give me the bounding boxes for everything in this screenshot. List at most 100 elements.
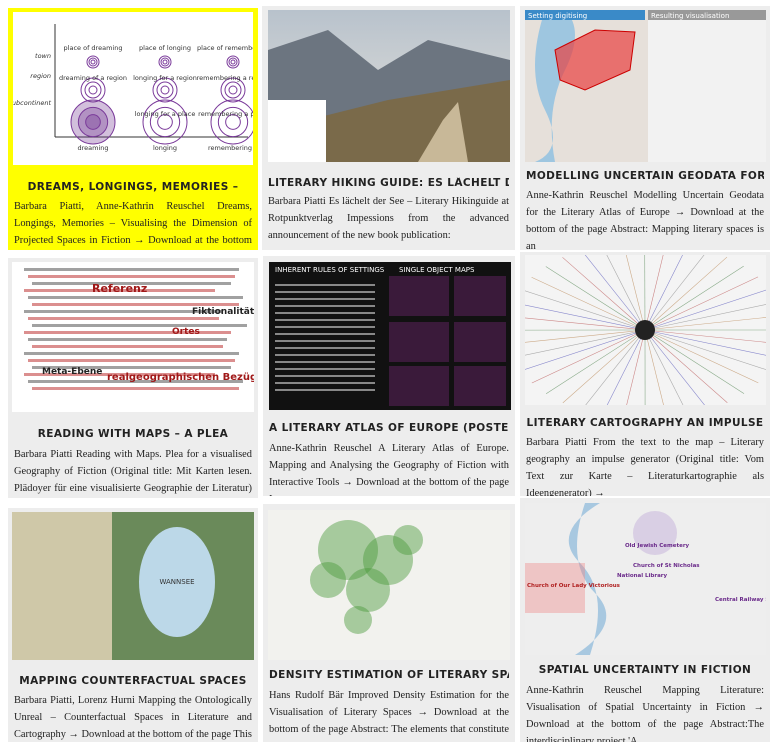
ring — [77, 106, 109, 138]
image-label: place of dreaming — [64, 44, 123, 52]
ray — [525, 329, 646, 356]
ray — [644, 289, 766, 331]
line — [275, 375, 375, 377]
image-label: Ortes — [172, 327, 200, 337]
card-title: DENSITY ESTIMATION OF LITERARY SPACES — [269, 669, 509, 681]
line — [32, 387, 239, 390]
ring — [160, 85, 170, 95]
ray — [644, 256, 728, 331]
image-label: longing for a place — [135, 110, 196, 118]
image — [268, 10, 510, 162]
blob — [363, 535, 413, 585]
ray — [644, 329, 684, 405]
ray — [644, 329, 745, 394]
ray — [545, 266, 646, 331]
line — [24, 289, 215, 292]
ray — [584, 255, 646, 331]
ray — [644, 329, 766, 370]
card[interactable]: INHERENT RULES OF SETTINGS SINGLE OBJECT … — [263, 256, 515, 496]
card-image: Old Jewish Cemetery Church of St Nicholas… — [525, 503, 766, 655]
ray — [644, 304, 766, 331]
card[interactable]: WANNSEE MAPPING COUNTERFACTUAL SPACES Barb… — [8, 508, 258, 742]
image-label: region — [30, 72, 51, 80]
ring — [228, 57, 238, 67]
ray — [644, 255, 705, 331]
card-image: Setting digitising Resulting visualisatio… — [525, 10, 766, 162]
ring — [70, 99, 116, 145]
ray — [525, 317, 646, 331]
line — [275, 333, 375, 335]
line — [275, 389, 375, 391]
card[interactable]: Referenz Fiktionalität Ortes Meta-Ebene real… — [8, 258, 258, 498]
ray — [562, 329, 646, 404]
ray — [606, 255, 646, 331]
image: INHERENT RULES OF SETTINGS SINGLE OBJECT … — [269, 262, 511, 410]
book — [268, 100, 326, 162]
line — [28, 317, 219, 320]
card-title: READING WITH MAPS – A PLEA — [37, 428, 229, 440]
card[interactable]: Old Jewish Cemetery Church of St Nicholas… — [520, 498, 770, 742]
image: Referenz Fiktionalität Ortes Meta-Ebene real… — [12, 262, 254, 412]
ring — [158, 55, 172, 69]
image — [268, 510, 510, 660]
line — [275, 319, 375, 321]
card-title: LITERARY HIKING GUIDE: ES LÄCHELT DER — [268, 177, 509, 189]
blob — [318, 520, 378, 580]
ring — [152, 77, 178, 103]
ray — [545, 329, 646, 394]
line — [275, 305, 375, 307]
card[interactable]: LITERARY CARTOGRAPHY AN IMPULSE Barbara P… — [520, 252, 770, 496]
image — [525, 255, 766, 405]
line — [275, 382, 375, 384]
ring — [84, 81, 102, 99]
ray — [562, 257, 646, 331]
path — [418, 102, 468, 162]
ray — [644, 329, 766, 356]
ray — [644, 329, 759, 384]
ring — [157, 114, 173, 130]
card[interactable]: Setting digitising Resulting visualisatio… — [520, 6, 770, 250]
image-label: Old Jewish Cemetery — [625, 543, 690, 549]
map — [389, 322, 449, 362]
card-image — [268, 10, 510, 162]
ring — [217, 106, 249, 138]
card[interactable]: LITERARY HIKING GUIDE: ES LÄCHELT DER Bar… — [262, 6, 515, 250]
line — [32, 303, 239, 306]
h2 — [648, 10, 766, 20]
card[interactable]: DENSITY ESTIMATION OF LITERARY SPACES Han… — [263, 504, 515, 742]
line — [275, 284, 375, 286]
image-label: realgeographischen Bezügen — [107, 372, 254, 383]
line — [275, 347, 375, 349]
card-text: Anne-Kathrin Reuschel Modelling Uncertai… — [526, 190, 764, 250]
card[interactable]: town region subcontinent place of dreaming p… — [8, 8, 258, 250]
ring — [224, 81, 242, 99]
image-label: remembering — [208, 144, 252, 152]
image-label: subcontinent — [13, 99, 51, 107]
image-label: WANNSEE — [159, 578, 194, 586]
line — [275, 354, 375, 356]
h1 — [525, 10, 645, 20]
image-label: Resulting visualisation — [651, 12, 729, 20]
strip — [12, 512, 112, 660]
right — [648, 10, 766, 162]
map — [454, 322, 506, 362]
line — [32, 282, 231, 285]
ring — [162, 59, 168, 65]
blob — [393, 525, 423, 555]
blob — [344, 606, 372, 634]
line — [275, 312, 375, 314]
line — [28, 338, 227, 341]
ring — [142, 99, 188, 145]
ray — [644, 317, 766, 331]
image-label: Setting digitising — [528, 12, 587, 20]
ring — [228, 85, 238, 95]
bg — [13, 12, 253, 165]
map — [389, 366, 449, 406]
line — [32, 324, 247, 327]
line — [275, 368, 375, 370]
ring — [149, 106, 181, 138]
card-image: Referenz Fiktionalität Ortes Meta-Ebene real… — [12, 262, 254, 412]
blob — [346, 568, 390, 612]
ray — [644, 329, 728, 404]
line — [28, 380, 243, 383]
